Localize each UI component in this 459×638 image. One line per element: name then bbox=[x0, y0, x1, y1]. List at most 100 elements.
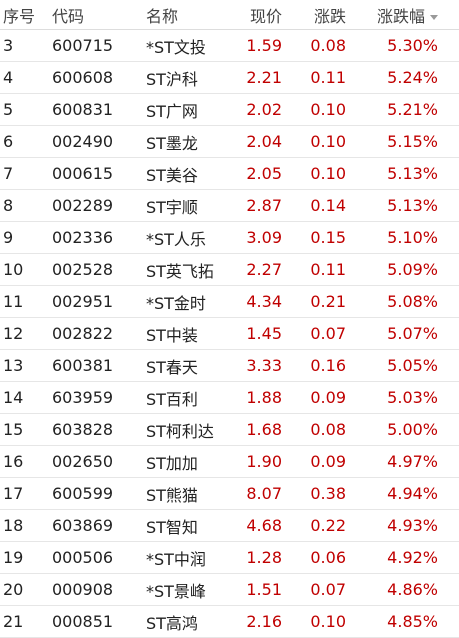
cell: ST中装 bbox=[146, 325, 198, 345]
cell: 000615 bbox=[52, 164, 114, 183]
cell: 1.59 bbox=[246, 36, 282, 55]
cell: 2.04 bbox=[246, 132, 282, 151]
cell: ST春天 bbox=[146, 357, 198, 377]
cell: 002951 bbox=[52, 292, 114, 311]
stock-row[interactable]: 13 600381 ST春天 3.33 0.16 5.05% bbox=[0, 350, 459, 382]
header-cell[interactable]: 代码 bbox=[52, 6, 85, 26]
cell: ST沪科 bbox=[146, 69, 198, 89]
cell: 000908 bbox=[52, 580, 114, 599]
stock-row[interactable]: 14 603959 ST百利 1.88 0.09 5.03% bbox=[0, 382, 459, 414]
cell: 17 bbox=[3, 484, 24, 503]
cell: 600715 bbox=[52, 36, 114, 55]
stock-row[interactable]: 3 600715 *ST文投 1.59 0.08 5.30% bbox=[0, 30, 459, 62]
cell: 1.51 bbox=[246, 580, 282, 599]
cell: ST宇顺 bbox=[146, 197, 198, 217]
cell: 8.07 bbox=[246, 484, 282, 503]
cell: 2.05 bbox=[246, 164, 282, 183]
stock-row[interactable]: 12 002822 ST中装 1.45 0.07 5.07% bbox=[0, 318, 459, 350]
cell: 603959 bbox=[52, 388, 114, 407]
cell: ST百利 bbox=[146, 389, 198, 409]
stock-row[interactable]: 9 002336 *ST人乐 3.09 0.15 5.10% bbox=[0, 222, 459, 254]
cell: 6 bbox=[3, 132, 14, 151]
cell: 002822 bbox=[52, 324, 114, 343]
cell: 9 bbox=[3, 228, 14, 247]
cell: 12 bbox=[3, 324, 24, 343]
cell: 2.21 bbox=[246, 68, 282, 87]
cell: 0.07 bbox=[310, 580, 346, 599]
cell: ST墨龙 bbox=[146, 133, 198, 153]
cell: 0.10 bbox=[310, 164, 346, 183]
cell: 11 bbox=[3, 292, 24, 311]
stock-row[interactable]: 7 000615 ST美谷 2.05 0.10 5.13% bbox=[0, 158, 459, 190]
cell: 0.10 bbox=[310, 132, 346, 151]
stock-row[interactable]: 19 000506 *ST中润 1.28 0.06 4.92% bbox=[0, 542, 459, 574]
cell: 603828 bbox=[52, 420, 114, 439]
stock-row[interactable]: 8 002289 ST宇顺 2.87 0.14 5.13% bbox=[0, 190, 459, 222]
cell: 4.92% bbox=[387, 548, 438, 567]
cell: 0.06 bbox=[310, 548, 346, 567]
cell: 4.94% bbox=[387, 484, 438, 503]
stock-row[interactable]: 5 600831 ST广网 2.02 0.10 5.21% bbox=[0, 94, 459, 126]
cell: 0.09 bbox=[310, 388, 346, 407]
cell: 14 bbox=[3, 388, 24, 407]
cell: ST广网 bbox=[146, 101, 198, 121]
cell: 4.85% bbox=[387, 612, 438, 631]
cell: 2.16 bbox=[246, 612, 282, 631]
header-cell[interactable]: 涨跌 bbox=[313, 6, 346, 26]
header-cell[interactable]: 序号 bbox=[3, 6, 36, 26]
header-cell[interactable]: 现价 bbox=[249, 6, 282, 26]
cell: 000851 bbox=[52, 612, 114, 631]
cell: 600381 bbox=[52, 356, 114, 375]
cell: 002289 bbox=[52, 196, 114, 215]
cell: *ST人乐 bbox=[146, 229, 206, 249]
cell: 21 bbox=[3, 612, 24, 631]
header-label: 涨跌幅 bbox=[376, 6, 425, 26]
cell: 10 bbox=[3, 260, 24, 279]
cell: 5.24% bbox=[387, 68, 438, 87]
cell: 0.10 bbox=[310, 100, 346, 119]
cell: 0.11 bbox=[310, 260, 346, 279]
cell: 0.07 bbox=[310, 324, 346, 343]
cell: ST英飞拓 bbox=[146, 261, 214, 281]
stock-row[interactable]: 21 000851 ST高鸿 2.16 0.10 4.85% bbox=[0, 606, 459, 638]
header-cell[interactable]: 涨跌幅 bbox=[346, 3, 438, 27]
cell: 8 bbox=[3, 196, 14, 215]
cell: 16 bbox=[3, 452, 24, 471]
cell: 0.22 bbox=[310, 516, 346, 535]
stock-row[interactable]: 15 603828 ST柯利达 1.68 0.08 5.00% bbox=[0, 414, 459, 446]
cell: 002650 bbox=[52, 452, 114, 471]
cell: 18 bbox=[3, 516, 24, 535]
stock-row[interactable]: 17 600599 ST熊猫 8.07 0.38 4.94% bbox=[0, 478, 459, 510]
cell: *ST文投 bbox=[146, 37, 206, 57]
stock-row[interactable]: 18 603869 ST智知 4.68 0.22 4.93% bbox=[0, 510, 459, 542]
cell: 5.15% bbox=[387, 132, 438, 151]
header-cell[interactable]: 名称 bbox=[146, 6, 179, 26]
stock-row[interactable]: 20 000908 *ST景峰 1.51 0.07 4.86% bbox=[0, 574, 459, 606]
sort-arrow[interactable] bbox=[430, 14, 438, 20]
stock-row[interactable]: 11 002951 *ST金时 4.34 0.21 5.08% bbox=[0, 286, 459, 318]
cell: 002336 bbox=[52, 228, 114, 247]
cell: ST熊猫 bbox=[146, 485, 198, 505]
cell: 13 bbox=[3, 356, 24, 375]
cell: 2.02 bbox=[246, 100, 282, 119]
cell: 0.15 bbox=[310, 228, 346, 247]
cell: *ST景峰 bbox=[146, 581, 206, 601]
cell: 1.90 bbox=[246, 452, 282, 471]
header-row: 序号 代码 名称 现价 涨跌 涨跌幅 bbox=[0, 0, 459, 30]
cell: 15 bbox=[3, 420, 24, 439]
stock-row[interactable]: 10 002528 ST英飞拓 2.27 0.11 5.09% bbox=[0, 254, 459, 286]
cell: 600831 bbox=[52, 100, 114, 119]
cell: 7 bbox=[3, 164, 14, 183]
cell: 4.93% bbox=[387, 516, 438, 535]
cell: ST柯利达 bbox=[146, 421, 214, 441]
stock-row[interactable]: 6 002490 ST墨龙 2.04 0.10 5.15% bbox=[0, 126, 459, 158]
cell: 603869 bbox=[52, 516, 114, 535]
cell: 5.09% bbox=[387, 260, 438, 279]
cell: 5.21% bbox=[387, 100, 438, 119]
cell: 0.10 bbox=[310, 612, 346, 631]
cell: 5.13% bbox=[387, 164, 438, 183]
stock-row[interactable]: 16 002650 ST加加 1.90 0.09 4.97% bbox=[0, 446, 459, 478]
stock-row[interactable]: 4 600608 ST沪科 2.21 0.11 5.24% bbox=[0, 62, 459, 94]
cell: ST美谷 bbox=[146, 165, 198, 185]
